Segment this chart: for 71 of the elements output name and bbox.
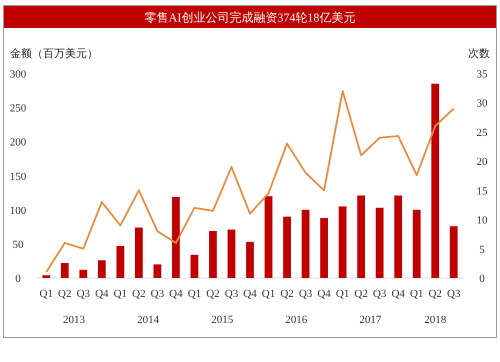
bar (450, 226, 458, 278)
x-tick-label: Q1 (336, 288, 350, 300)
bar (98, 260, 106, 278)
x-tick-label: Q2 (354, 288, 368, 300)
y-tick-label: 50 (12, 238, 24, 251)
bar (116, 246, 124, 278)
x-tick-label: Q4 (317, 288, 332, 300)
bar (320, 218, 328, 278)
bar (302, 210, 310, 278)
bar (412, 210, 421, 278)
y2-axis-title: 次数 (468, 48, 490, 60)
x-tick-label: Q4 (391, 288, 406, 300)
y-tick-label: 250 (10, 102, 27, 115)
line-series (45, 90, 455, 274)
bar (228, 230, 236, 278)
bar (283, 216, 291, 278)
chart-title: 零售AI创业公司完成融资374轮18亿美元 (144, 10, 356, 24)
title-banner: 零售AI创业公司完成融资374轮18亿美元 (4, 6, 496, 28)
bar (190, 254, 198, 278)
y-tick-label: 0 (15, 273, 22, 285)
x-tick-label: Q2 (206, 288, 220, 300)
y2-tick-label: 5 (479, 244, 486, 256)
y-tick-label: 300 (10, 68, 27, 80)
bar (79, 270, 88, 278)
y2-tick-label: 20 (476, 156, 488, 168)
x-tick-label: Q1 (410, 288, 424, 300)
bar (172, 196, 180, 278)
y2-tick-label: 35 (476, 68, 488, 80)
bar (431, 84, 440, 278)
bar (376, 208, 384, 278)
x-tick-label: Q1 (40, 288, 53, 300)
text: 2017 (359, 314, 382, 326)
y-tick-label: 100 (10, 204, 27, 217)
x-tick-label: Q3 (372, 288, 387, 300)
bar (338, 206, 346, 278)
y2-tick-label: 15 (476, 185, 488, 198)
x-tick-label: Q3 (224, 288, 239, 300)
y-tick-label: 200 (10, 136, 27, 149)
x-tick-label: Q1 (188, 288, 202, 300)
text: 2014 (137, 314, 160, 326)
bar (209, 230, 217, 278)
x-tick-label: Q4 (243, 288, 258, 300)
text: 2015 (211, 314, 234, 326)
x-tick-label: Q3 (150, 288, 165, 300)
x-tick-label: Q2 (58, 288, 72, 300)
bar (394, 196, 402, 278)
text: 2013 (63, 314, 86, 326)
x-tick-label: Q2 (132, 288, 146, 300)
x-tick-label: Q3 (76, 288, 91, 300)
x-tick-label: Q2 (428, 288, 442, 300)
bar (134, 228, 143, 278)
text: 2016 (285, 314, 308, 326)
x-tick-label: Q4 (169, 288, 184, 300)
bar (60, 263, 69, 278)
y2-tick-label: 30 (476, 98, 488, 110)
x-tick-label: Q4 (95, 288, 110, 300)
x-tick-label: Q3 (447, 288, 461, 300)
y-tick-label: 150 (10, 170, 27, 183)
y2-tick-label: 10 (476, 214, 488, 227)
x-tick-label: Q3 (298, 288, 313, 300)
bar (357, 196, 366, 278)
bar (264, 196, 272, 278)
bar (154, 264, 162, 278)
y2-tick-label: 25 (476, 126, 488, 139)
bar (246, 242, 254, 278)
y2-tick-label: 0 (479, 273, 486, 285)
x-tick-label: Q1 (114, 288, 128, 300)
y-axis-title: 金额（百万美元） (10, 47, 98, 60)
x-tick-label: Q2 (280, 288, 294, 300)
text: 2018 (424, 314, 447, 326)
x-tick-label: Q1 (262, 288, 276, 300)
